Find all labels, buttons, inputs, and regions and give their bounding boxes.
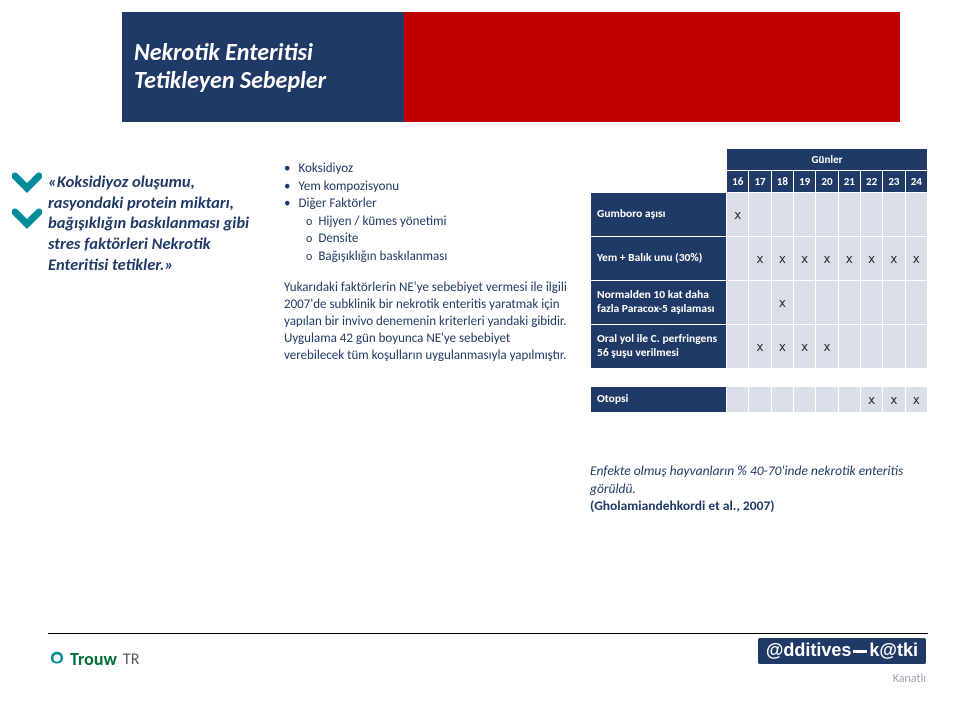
table-cell: [883, 281, 905, 325]
table-cell: [749, 387, 771, 413]
additives-logo: @dditives k@tki: [758, 638, 926, 664]
bullet-list: Koksidiyoz Yem kompozisyonu Diğer Faktör…: [284, 160, 564, 265]
row-label: Otopsi: [591, 387, 727, 413]
title-band: Nekrotik Enteritisi Tetikleyen Sebepler: [122, 12, 900, 122]
day-header: 24: [905, 171, 927, 193]
table-cell: x: [860, 387, 882, 413]
divider-line: [48, 633, 928, 634]
table-cell: [727, 237, 749, 281]
trouw-logo: Trouw TR: [48, 648, 139, 670]
table-cell: [816, 193, 838, 237]
trouw-text: Trouw: [70, 648, 117, 670]
additives-text: @dditives: [766, 640, 852, 660]
table-cell: [794, 281, 816, 325]
table-cell: [883, 193, 905, 237]
row-label: Yem + Balık unu (30%): [591, 237, 727, 281]
day-header: 16: [727, 171, 749, 193]
table-cell: [727, 325, 749, 369]
quote-text: «Koksidiyoz oluşumu, rasyondaki protein …: [48, 172, 273, 275]
table-cell: [727, 387, 749, 413]
table-cell: [771, 193, 793, 237]
table-cell: [905, 193, 927, 237]
bullet-item: Diğer Faktörler: [284, 195, 564, 213]
title-line-2: Tetikleyen Sebepler: [134, 66, 326, 95]
table-cell: [905, 281, 927, 325]
bullet-item: Koksidiyoz: [284, 160, 564, 178]
table-cell: [883, 325, 905, 369]
footnote-text: Enfekte olmuş hayvanların % 40-70'inde n…: [590, 462, 903, 497]
chevron-down-icon: [12, 170, 42, 200]
bullet-subitem: Hijyen / kümes yönetimi: [284, 213, 564, 231]
table-cell: x: [883, 387, 905, 413]
table-row-otopsy: Otopsi x x x: [591, 387, 928, 413]
table-row: Yem + Balık unu (30%) x x x x x x x x: [591, 237, 928, 281]
table-cell: x: [905, 237, 927, 281]
table-cell: [749, 193, 771, 237]
paragraph-text: Yukarıdaki faktörlerin NE'ye sebebiyet v…: [284, 280, 572, 364]
table-cell: x: [883, 237, 905, 281]
footnote: Enfekte olmuş hayvanların % 40-70'inde n…: [590, 462, 928, 515]
table-cell: x: [749, 325, 771, 369]
table-cell: [794, 193, 816, 237]
table-cell: [860, 281, 882, 325]
table-cell: [838, 325, 860, 369]
table-cell: [771, 387, 793, 413]
row-label: Oral yol ile C. perfringens 56 şuşu veri…: [591, 325, 727, 369]
day-header: 23: [883, 171, 905, 193]
table-header-row: Günler: [591, 149, 928, 171]
table-cell: x: [771, 325, 793, 369]
table-separator: [591, 369, 928, 387]
table-cell: [838, 281, 860, 325]
table-cell: x: [860, 237, 882, 281]
bullet-subitem: Bağışıklığın baskılanması: [284, 248, 564, 266]
day-header: 21: [838, 171, 860, 193]
trouw-suffix: TR: [123, 650, 139, 669]
day-header: 17: [749, 171, 771, 193]
day-header: 18: [771, 171, 793, 193]
table-cell: [860, 193, 882, 237]
chevron-down-icon: [12, 206, 42, 236]
table-cell: x: [838, 237, 860, 281]
table-cell: x: [771, 281, 793, 325]
title-line-1: Nekrotik Enteritisi: [134, 38, 313, 67]
table-cell: [749, 281, 771, 325]
table-cell: x: [727, 193, 749, 237]
swirl-icon: [48, 650, 66, 668]
day-header: 20: [816, 171, 838, 193]
table-cell: x: [794, 325, 816, 369]
table-cell: x: [816, 237, 838, 281]
table-cell: x: [771, 237, 793, 281]
table-cell: x: [816, 325, 838, 369]
schedule-table: Günler 16 17 18 19 20 21 22 23 24 Gumbor…: [590, 148, 928, 413]
footer-right-text: Kanatlı: [893, 672, 926, 686]
day-header: 22: [860, 171, 882, 193]
table-row: Oral yol ile C. perfringens 56 şuşu veri…: [591, 325, 928, 369]
katki-text: k@tki: [869, 640, 918, 660]
table-cell: [816, 387, 838, 413]
table-cell: x: [749, 237, 771, 281]
footnote-source: (Gholamiandehkordi et al., 2007): [590, 497, 775, 514]
row-label: Normalden 10 kat daha fazla Paracox-5 aş…: [591, 281, 727, 325]
table-cell: [816, 281, 838, 325]
bullet-subitem: Densite: [284, 230, 564, 248]
bullet-item: Yem kompozisyonu: [284, 178, 564, 196]
table-row: Gumboro aşısı x: [591, 193, 928, 237]
group-header: Günler: [727, 149, 928, 171]
table-days-row: 16 17 18 19 20 21 22 23 24: [591, 171, 928, 193]
table-cell: [794, 387, 816, 413]
table-cell: [727, 281, 749, 325]
day-header: 19: [794, 171, 816, 193]
table-cell: [860, 325, 882, 369]
page-title: Nekrotik Enteritisi Tetikleyen Sebepler: [122, 39, 326, 94]
table-row: Normalden 10 kat daha fazla Paracox-5 aş…: [591, 281, 928, 325]
dash-icon: [853, 650, 867, 653]
table-cell: [905, 325, 927, 369]
row-label: Gumboro aşısı: [591, 193, 727, 237]
table-cell: x: [905, 387, 927, 413]
table-cell: x: [794, 237, 816, 281]
table-cell: [838, 193, 860, 237]
table-cell: [838, 387, 860, 413]
